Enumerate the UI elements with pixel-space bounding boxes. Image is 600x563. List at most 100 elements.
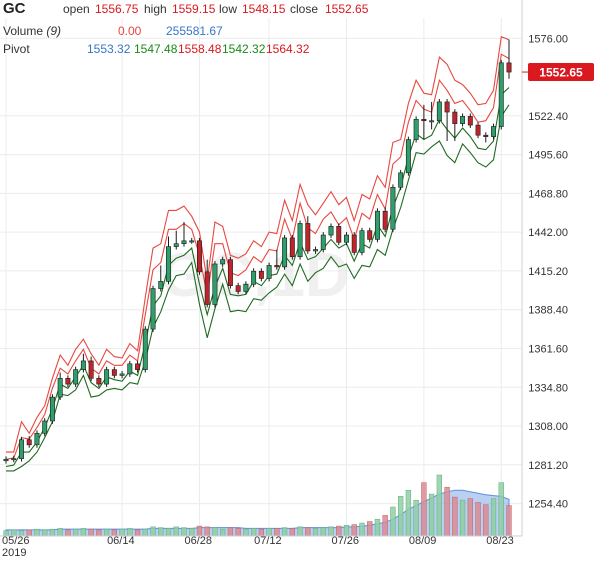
candle-body (11, 458, 17, 461)
volume-bar (49, 528, 56, 537)
last-price-label: 1552.65 (539, 66, 583, 80)
candle-body (166, 246, 171, 282)
candle-body (436, 101, 442, 122)
y-tick-label: 1254.40 (528, 499, 568, 511)
candle-body (104, 369, 110, 385)
volume-bar (88, 528, 94, 537)
volume-bar (382, 515, 388, 537)
x-tick-label: 08/23 (486, 535, 514, 547)
candle-body (506, 62, 512, 73)
candle-body (367, 230, 373, 240)
candle-body (196, 240, 202, 273)
volume-bar (398, 496, 404, 537)
volume-bar (483, 504, 489, 537)
candle-body (336, 226, 342, 243)
y-tick-label: 1415.20 (528, 266, 568, 278)
low-value: 1548.15 (242, 2, 286, 16)
volume-bar (165, 528, 172, 537)
candle-body (344, 234, 349, 243)
candle-body (243, 283, 249, 292)
volume-param: (9) (46, 24, 62, 38)
volume-bar (421, 482, 427, 537)
y-tick-label: 1334.80 (528, 382, 568, 394)
volume-bar (367, 521, 373, 537)
volume-bar (42, 529, 48, 537)
volume-bar (506, 505, 512, 537)
candle-body (158, 281, 164, 289)
candle-body (212, 263, 218, 305)
x-tick-label: 07/26 (331, 535, 359, 547)
open-value: 1556.75 (95, 2, 139, 16)
volume-bar (57, 528, 63, 537)
candle-body (274, 265, 280, 268)
candle-body (491, 126, 496, 137)
candle-body (398, 172, 404, 188)
volume-bar (359, 522, 365, 537)
x-tick-label: 06/28 (184, 535, 212, 547)
candle-body (390, 186, 396, 230)
candle-body (111, 369, 117, 376)
y-tick-label: 1522.40 (528, 111, 568, 123)
pivot-value-5: 1564.32 (266, 42, 310, 56)
volume-bar (467, 498, 473, 537)
volume-bar (134, 529, 141, 537)
candle-body (413, 118, 419, 140)
pivot-r2-line (6, 36, 510, 453)
candle-body (467, 116, 473, 126)
candle-body (119, 373, 125, 376)
x-tick-label: 06/14 (107, 535, 135, 547)
x-tick-label: 08/09 (409, 535, 437, 547)
last-price-tag (528, 63, 594, 82)
candle-body (282, 237, 288, 268)
volume-bar (96, 529, 102, 537)
y-tick-label: 1576.00 (528, 33, 568, 45)
y-tick-label: 1308.00 (528, 421, 568, 433)
open-label: open (63, 2, 90, 16)
close-value: 1552.65 (325, 2, 369, 16)
candle-body (320, 234, 326, 250)
x-tick-label: 05/26 (2, 535, 30, 547)
pivot-label: Pivot (3, 42, 30, 56)
candle-body (73, 369, 79, 385)
volume-bar (289, 528, 295, 537)
symbol-label: GC (3, 0, 26, 17)
volume-label: Volume (3, 24, 44, 38)
volume-bar (72, 528, 79, 537)
volume-bar (405, 490, 412, 537)
candle-body (382, 210, 388, 230)
candle-body (460, 116, 466, 124)
candle-body (80, 360, 86, 370)
candle-body (429, 120, 435, 123)
pivot-layer (5, 36, 510, 472)
candle-body (421, 118, 427, 122)
candle-body (150, 288, 156, 330)
volume-bar (490, 498, 497, 537)
volume-bar (158, 527, 164, 537)
candle-body (173, 243, 179, 247)
pivot-s2-line (6, 104, 510, 472)
candle-body (26, 439, 32, 446)
volume-bar (212, 527, 218, 537)
volume-bar (444, 486, 450, 537)
candle-body (34, 432, 40, 446)
volume-bar (498, 482, 504, 537)
candle-body (498, 62, 504, 127)
volume-avg-value: 255581.67 (166, 24, 223, 38)
pivot-value-2: 1547.48 (134, 42, 178, 56)
volume-bar (65, 529, 71, 537)
volume-bar (312, 528, 319, 537)
close-label: close (290, 2, 319, 16)
candle-body (289, 237, 295, 258)
volume-bar (374, 518, 381, 537)
candle-body (258, 270, 264, 279)
low-label: low (219, 2, 238, 16)
candle-body (475, 124, 481, 136)
volume-bar (297, 526, 303, 537)
volume-bar (305, 527, 311, 537)
high-label: high (144, 2, 167, 16)
candle-body (3, 459, 9, 462)
y-tick-label: 1388.40 (528, 305, 568, 317)
pivot-value-3: 1558.48 (178, 42, 222, 56)
candle-body (305, 223, 311, 252)
